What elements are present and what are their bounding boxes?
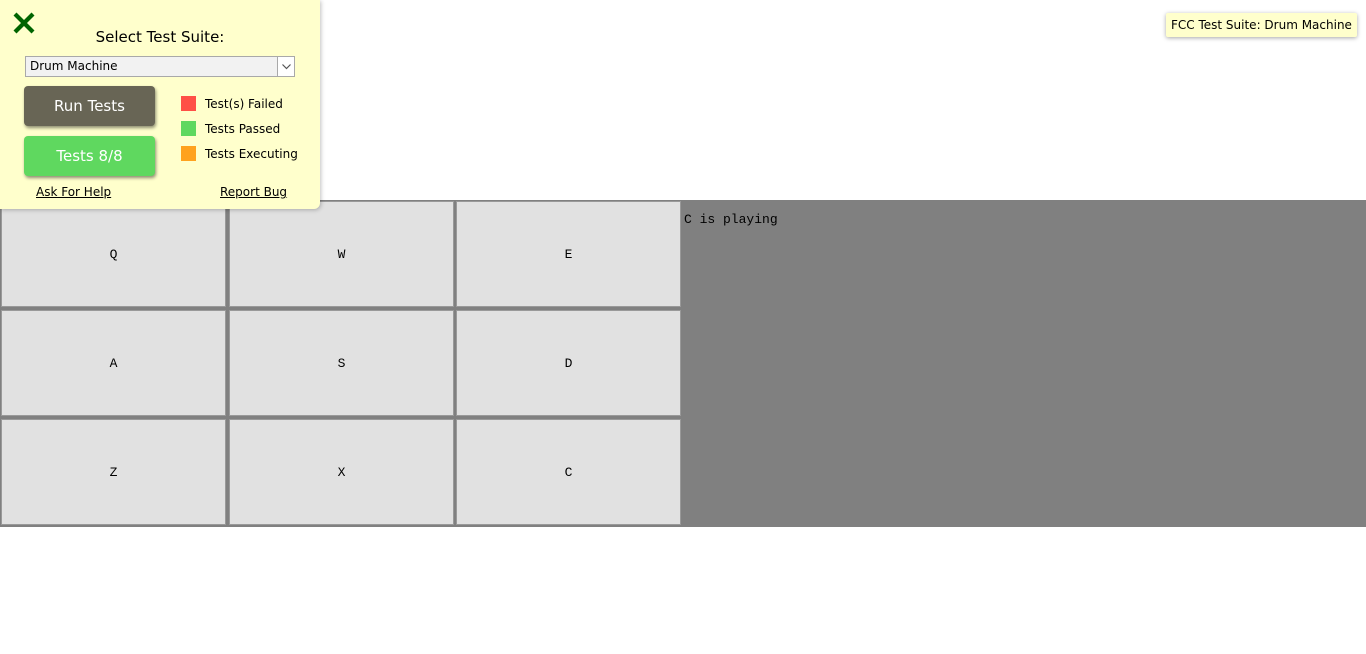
drum-pad-q[interactable]: Q	[1, 201, 226, 307]
legend-executing: Tests Executing	[181, 146, 298, 161]
failed-swatch	[181, 96, 196, 111]
drum-pad-e[interactable]: E	[456, 201, 681, 307]
drum-machine: Q W E A S D Z X C C is playing	[0, 200, 1366, 527]
test-suite-select-value: Drum Machine	[30, 59, 118, 73]
display-text: C is playing	[684, 212, 778, 227]
drum-pad-s[interactable]: S	[229, 310, 454, 416]
drum-pad-d[interactable]: D	[456, 310, 681, 416]
drum-pad-w[interactable]: W	[229, 201, 454, 307]
drum-pad-x[interactable]: X	[229, 419, 454, 525]
close-icon[interactable]	[12, 11, 36, 35]
legend-passed: Tests Passed	[181, 121, 280, 136]
legend-failed-label: Test(s) Failed	[205, 96, 283, 111]
test-suite-tooltip: FCC Test Suite: Drum Machine	[1166, 13, 1357, 37]
legend-passed-label: Tests Passed	[205, 121, 281, 136]
chevron-down-icon	[277, 57, 294, 76]
test-suite-panel: Select Test Suite: Drum Machine Run Test…	[0, 0, 320, 209]
passed-swatch	[181, 121, 196, 136]
legend-executing-label: Tests Executing	[205, 146, 298, 161]
executing-swatch	[181, 146, 196, 161]
legend-failed: Test(s) Failed	[181, 96, 283, 111]
tests-result-button[interactable]: Tests 8/8	[24, 136, 155, 176]
select-suite-label: Select Test Suite:	[95, 28, 225, 46]
run-tests-button[interactable]: Run Tests	[24, 86, 155, 126]
drum-pad-z[interactable]: Z	[1, 419, 226, 525]
report-bug-link[interactable]: Report Bug	[220, 185, 288, 199]
drum-pad-a[interactable]: A	[1, 310, 226, 416]
drum-pad-c[interactable]: C	[456, 419, 681, 525]
ask-for-help-link[interactable]: Ask For Help	[36, 185, 112, 199]
test-suite-select[interactable]: Drum Machine	[25, 56, 295, 77]
